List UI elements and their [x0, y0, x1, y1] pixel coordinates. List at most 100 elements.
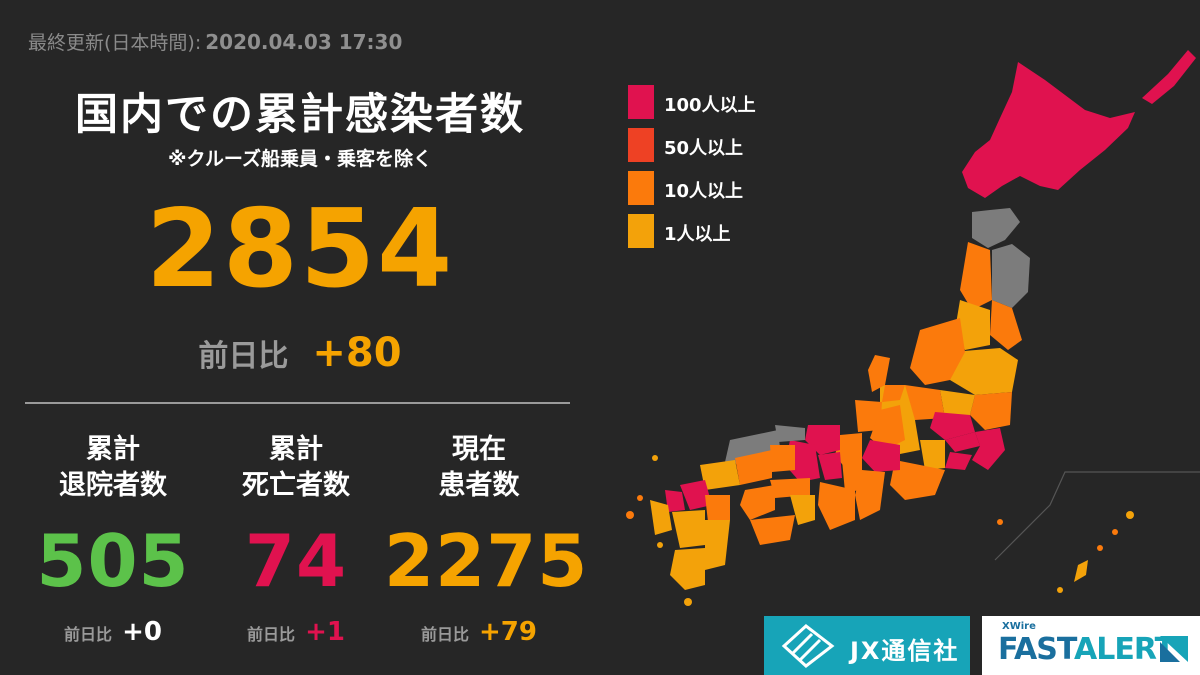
last-updated-value: 2020.04.03 17:30 [205, 30, 403, 54]
pref-oita [705, 495, 730, 522]
pref-okinawa [1074, 560, 1088, 582]
pref-yamagata [955, 300, 990, 350]
pref-nara [842, 460, 862, 492]
stat-current-patients-diff: 前日比 +79 [384, 617, 574, 647]
fast-text: FAST [998, 632, 1075, 667]
legend-label: 50人以上 [664, 138, 744, 159]
legend-label: 10人以上 [664, 181, 744, 202]
stat-recovered-diff-label: 前日比 [64, 625, 113, 645]
page-subtitle: ※クルーズ船乗員・乗客を除く [168, 148, 432, 170]
pref-ehime [740, 485, 775, 520]
island-sado [877, 365, 883, 371]
island-iki [637, 495, 643, 501]
legend-label: 1人以上 [664, 224, 731, 245]
legend-label: 100人以上 [664, 95, 756, 116]
island-kuril [1142, 50, 1196, 104]
page-title: 国内での累計感染者数 [75, 90, 525, 140]
pref-saga [665, 490, 685, 512]
total-diff-label: 前日比 [198, 339, 289, 374]
pref-shizuoka [890, 460, 945, 500]
pref-yamanashi [920, 440, 945, 470]
pref-toyama [882, 385, 905, 402]
pref-kagawa [770, 478, 810, 498]
total-diff-value: +80 [312, 330, 402, 376]
last-updated: 最終更新(日本時間): 2020.04.03 17:30 [28, 28, 402, 55]
fastalert-mark-icon [1160, 636, 1188, 662]
pref-shiga [835, 433, 862, 468]
pref-ishikawa [868, 355, 890, 392]
pref-hokkaido [962, 62, 1135, 198]
pref-akita [960, 242, 992, 310]
pref-kanagawa [945, 452, 972, 470]
pref-aichi [862, 440, 900, 472]
island-goto [657, 542, 663, 548]
pref-mie [855, 470, 885, 520]
fastalert-logo: XWire FASTALERT [982, 616, 1200, 675]
pref-saitama [930, 412, 975, 440]
divider [25, 402, 570, 404]
pref-nagasaki [650, 500, 672, 535]
japan-map [626, 50, 1200, 606]
stat-deaths: 累計 死亡者数 74 前日比 +1 [201, 432, 391, 647]
stat-deaths-diff: 前日比 +1 [201, 617, 391, 647]
pref-kochi [750, 515, 795, 545]
okinawa-inset-frame [994, 471, 1200, 561]
island-amami [1126, 511, 1134, 519]
alert-text: ALERT [1074, 632, 1175, 667]
island-tokunoshima [1112, 529, 1118, 535]
total-infections-value: 2854 [145, 187, 455, 312]
pref-ibaraki [970, 392, 1012, 430]
pref-hiroshima [735, 450, 772, 485]
pref-aomori [972, 208, 1020, 248]
jx-logo-mark-icon [781, 624, 835, 668]
last-updated-label: 最終更新(日本時間): [28, 32, 202, 54]
stat-current-patients-diff-label: 前日比 [421, 625, 470, 645]
stat-deaths-label: 累計 死亡者数 [242, 434, 350, 501]
island-oki [652, 455, 658, 461]
pref-iwate [992, 244, 1030, 308]
pref-fukushima [950, 348, 1018, 395]
pref-tottori [775, 425, 805, 442]
legend-swatch [628, 128, 654, 162]
stat-recovered-diff: 前日比 +0 [18, 617, 208, 647]
pref-tokushima [790, 495, 815, 525]
stat-current-patients-diff-value: +79 [479, 617, 537, 648]
pref-tochigi [940, 390, 975, 418]
pref-tokyo [945, 432, 980, 452]
stat-current-patients: 現在 患者数 2275 前日比 +79 [384, 432, 589, 647]
island-miyako [1057, 587, 1063, 593]
pref-chiba [972, 428, 1005, 470]
pref-miyagi [990, 300, 1022, 350]
pref-fukuoka [680, 480, 712, 510]
pref-kumamoto [672, 510, 705, 548]
legend-swatch [628, 171, 654, 205]
stat-current-patients-label: 現在 患者数 [438, 434, 520, 501]
stat-deaths-diff-value: +1 [305, 617, 345, 648]
total-diff: 前日比 +80 [0, 330, 600, 376]
pref-yamaguchi [700, 460, 740, 490]
fastalert-text: FASTALERT [998, 632, 1175, 667]
jx-tsushinsha-logo: JX通信社 [764, 616, 970, 675]
legend-swatch [628, 214, 654, 248]
stat-recovered-value: 505 [36, 519, 190, 604]
legend-swatch [628, 85, 654, 119]
stat-recovered-label: 累計 退院者数 [59, 434, 167, 501]
stat-recovered-diff-value: +0 [122, 617, 162, 648]
stat-deaths-diff-label: 前日比 [247, 625, 296, 645]
island-tsushima [626, 511, 634, 519]
stat-current-patients-value: 2275 [384, 519, 589, 604]
pref-shimane [725, 430, 780, 465]
stat-recovered: 累計 退院者数 505 前日比 +0 [18, 432, 208, 647]
pref-osaka [818, 452, 842, 480]
pref-gifu [870, 405, 905, 450]
island-okinoerabu [1097, 545, 1103, 551]
pref-kagoshima [670, 548, 705, 590]
stat-deaths-value: 74 [244, 519, 348, 604]
pref-wakayama [818, 482, 855, 530]
jx-logo-text: JX通信社 [850, 637, 960, 665]
pref-niigata [910, 318, 965, 385]
pref-okayama [770, 445, 795, 472]
island-izu [997, 519, 1003, 525]
island-tanegashima [684, 598, 692, 606]
pref-miyazaki [705, 520, 730, 570]
